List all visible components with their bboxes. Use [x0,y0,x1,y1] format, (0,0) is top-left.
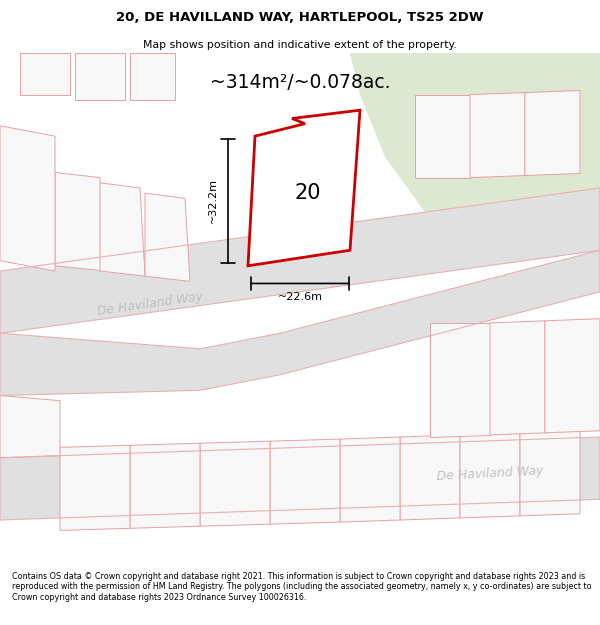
Polygon shape [430,323,490,437]
Text: Contains OS data © Crown copyright and database right 2021. This information is : Contains OS data © Crown copyright and d… [12,572,592,602]
Polygon shape [145,193,190,281]
Text: 20: 20 [295,183,321,203]
Polygon shape [0,188,600,333]
Polygon shape [248,110,360,266]
Polygon shape [130,443,200,528]
Polygon shape [460,433,520,518]
Polygon shape [0,250,600,396]
Text: Map shows position and indicative extent of the property.: Map shows position and indicative extent… [143,40,457,50]
Polygon shape [60,445,130,531]
Polygon shape [520,431,580,516]
Text: ~314m²/~0.078ac.: ~314m²/~0.078ac. [210,72,390,92]
Polygon shape [270,439,340,524]
Polygon shape [100,182,145,276]
Polygon shape [15,168,55,266]
Polygon shape [525,91,580,176]
Polygon shape [415,94,470,178]
Polygon shape [490,321,545,435]
Polygon shape [20,53,70,94]
Polygon shape [130,53,175,100]
Polygon shape [0,437,600,520]
Polygon shape [400,435,460,520]
Polygon shape [545,319,600,433]
Text: ~32.2m: ~32.2m [208,179,218,224]
Polygon shape [0,396,60,458]
Text: De Haviland Way: De Haviland Way [436,464,544,482]
Text: De Haviland Way: De Haviland Way [96,291,204,318]
Polygon shape [340,437,400,522]
Polygon shape [55,173,105,271]
Polygon shape [200,441,270,526]
Text: ~22.6m: ~22.6m [277,292,323,302]
Polygon shape [470,92,525,178]
Text: 20, DE HAVILLAND WAY, HARTLEPOOL, TS25 2DW: 20, DE HAVILLAND WAY, HARTLEPOOL, TS25 2… [116,11,484,24]
Polygon shape [0,126,55,271]
Polygon shape [75,53,125,100]
Polygon shape [350,53,600,256]
